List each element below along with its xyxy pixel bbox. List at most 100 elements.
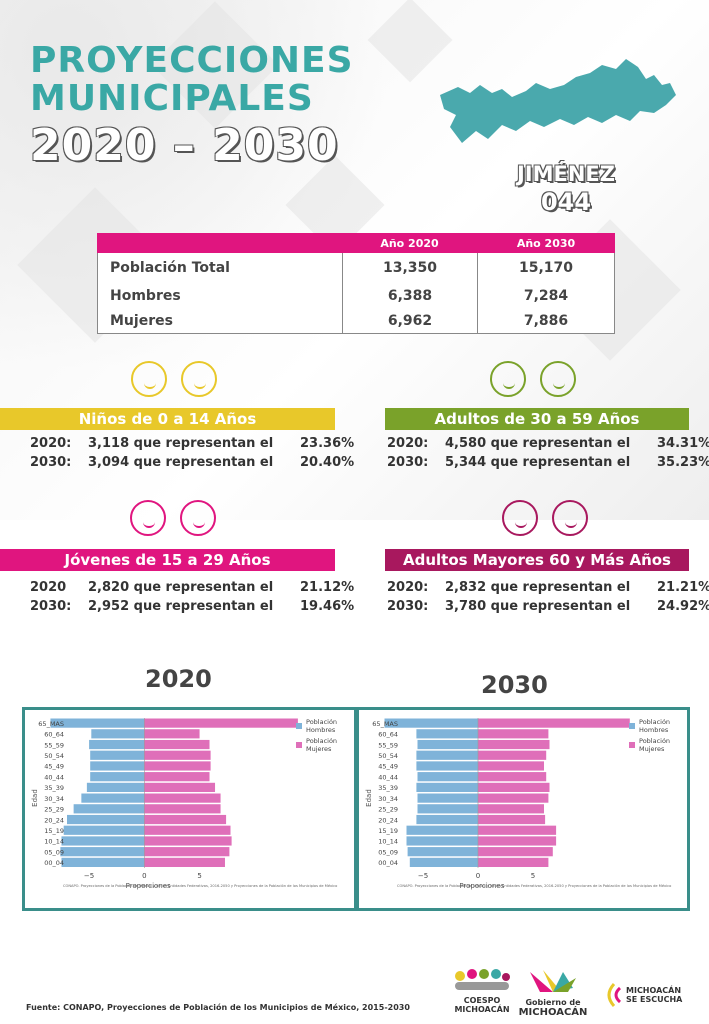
escucha-text: MICHOACÁN SE ESCUCHA <box>626 986 682 1004</box>
coespo-people-icon <box>455 969 510 990</box>
mayores-title: Adultos Mayores 60 y Más Años <box>385 549 689 571</box>
legend-label-hombres: Hombres <box>306 726 336 734</box>
x-tick-label: 0 <box>142 872 146 880</box>
row-text: 4,580 que representan el <box>445 436 631 451</box>
row-text: 2,832 que representan el <box>445 580 631 595</box>
bar-hombres <box>409 857 478 867</box>
summary-header-2020: Año 2020 <box>380 236 439 250</box>
bar-mujeres <box>478 836 557 846</box>
bar-mujeres <box>144 761 211 771</box>
summary-row-2020: 13,350 <box>343 253 478 283</box>
escucha-line2: SE ESCUCHA <box>626 995 683 1004</box>
age-tick-label: 45_49 <box>44 763 64 771</box>
age-tick-label: 40_44 <box>44 773 64 781</box>
age-tick-label: 35_39 <box>44 784 64 792</box>
row-percent: 20.40% <box>300 455 355 470</box>
age-tick-label: 60_64 <box>378 731 398 739</box>
x-tick-label: 5 <box>197 872 201 880</box>
x-tick-label: −5 <box>84 872 94 880</box>
bar-hombres <box>89 739 145 750</box>
bar-hombres <box>61 857 145 867</box>
age-tick-label: 00_04 <box>44 859 64 867</box>
sound-waves-icon <box>607 982 622 1008</box>
legend-swatch-hombres <box>629 723 635 729</box>
bar-hombres <box>60 847 145 857</box>
bar-hombres <box>416 761 478 771</box>
bar-hombres <box>417 793 478 803</box>
bar-mujeres <box>478 772 547 782</box>
bar-hombres <box>63 825 145 835</box>
bar-mujeres <box>144 825 231 835</box>
bar-hombres <box>384 718 478 728</box>
summary-row-label: Hombres <box>98 283 343 308</box>
bar-hombres <box>90 772 145 782</box>
row-year: 2020: <box>387 436 429 451</box>
mayores-row-2030: 2030: 3,780 que representan el 24.92% <box>387 599 709 614</box>
pyramid-year-2030: 2030 <box>481 671 548 699</box>
jovenes-row-2030: 2030: 2,952 que representan el 19.46% <box>30 599 354 614</box>
bar-mujeres <box>144 836 232 846</box>
jovenes-title: Jóvenes de 15 a 29 Años <box>0 549 335 571</box>
age-tick-label: 55_59 <box>44 741 64 749</box>
summary-row-2030: 15,170 <box>518 260 574 276</box>
row-year: 2030: <box>30 455 72 470</box>
pyramid-chart-2020: 65_MAS 60_64 55_59 50_54 45_49 40_44 35_39 30_3… <box>22 707 357 911</box>
age-tick-label: 10_14 <box>378 838 398 846</box>
bar-hombres <box>417 804 478 814</box>
legend-swatch-hombres <box>296 723 302 729</box>
coespo-line1: COESPO <box>463 996 501 1005</box>
age-tick-label: 25_29 <box>378 806 398 814</box>
legend-label-mujeres: Mujeres <box>639 745 665 753</box>
bar-mujeres <box>144 847 230 857</box>
bar-mujeres <box>478 739 550 750</box>
age-tick-label: 00_04 <box>378 859 398 867</box>
michoacan-escucha-logo: MICHOACÁN SE ESCUCHA <box>600 980 700 1010</box>
row-year: 2030: <box>387 599 429 614</box>
age-tick-label: 50_54 <box>378 752 398 760</box>
row-year: 2020 <box>30 580 67 595</box>
x-axis-label: Proporciones <box>459 882 504 890</box>
gobierno-line2: MICHOACÁN <box>518 1007 588 1018</box>
row-year: 2030: <box>387 455 429 470</box>
jovenes-row-2020: 2020 2,820 que representan el 21.12% <box>30 580 354 595</box>
row-text: 5,344 que representan el <box>445 455 631 470</box>
bar-hombres <box>67 814 145 825</box>
bar-hombres <box>416 782 478 792</box>
bar-hombres <box>406 825 478 835</box>
bar-hombres <box>61 836 145 846</box>
legend-label-mujeres: Mujeres <box>306 745 332 753</box>
y-axis-label: Edad <box>31 789 39 807</box>
legend-label-hombres: Hombres <box>639 726 669 734</box>
jovenes-icons <box>130 500 216 536</box>
summary-row-label: Población Total <box>98 253 343 283</box>
age-tick-label: 15_19 <box>378 827 398 835</box>
summary-table: Año 2020 Año 2030 Población Total 13,350… <box>97 233 615 334</box>
row-text: 3,780 que representan el <box>445 599 631 614</box>
ninos-title: Niños de 0 a 14 Años <box>0 408 335 430</box>
age-tick-label: 10_14 <box>44 838 64 846</box>
age-tick-label: 35_39 <box>378 784 398 792</box>
municipality-name: JIMÉNEZ <box>516 162 616 186</box>
age-tick-label: 55_59 <box>378 741 398 749</box>
summary-row-label: Mujeres <box>98 308 343 333</box>
bar-mujeres <box>144 772 210 782</box>
bar-mujeres <box>144 804 221 814</box>
age-tick-label: 40_44 <box>378 773 398 781</box>
bar-hombres <box>91 729 145 739</box>
row-year: 2020: <box>30 436 72 451</box>
row-percent: 21.12% <box>300 580 355 595</box>
age-tick-label: 30_34 <box>378 795 398 803</box>
x-tick-label: 5 <box>531 872 535 880</box>
age-tick-label: 30_34 <box>44 795 64 803</box>
escucha-line1: MICHOACÁN <box>626 986 682 995</box>
legend-label-mujeres: Población <box>306 737 337 745</box>
gobierno-line1: Gobierno de <box>525 998 581 1007</box>
municipality-code: 044 <box>540 188 592 216</box>
elderly-woman-icon <box>502 500 538 536</box>
summary-header: Año 2020 Año 2030 <box>97 233 615 253</box>
adultos-icons <box>490 361 576 397</box>
bar-hombres <box>81 793 145 803</box>
row-percent: 21.21% <box>657 580 709 595</box>
summary-row: Mujeres 6,962 7,886 <box>98 308 614 333</box>
title-line-1: PROYECCIONES <box>30 40 354 81</box>
